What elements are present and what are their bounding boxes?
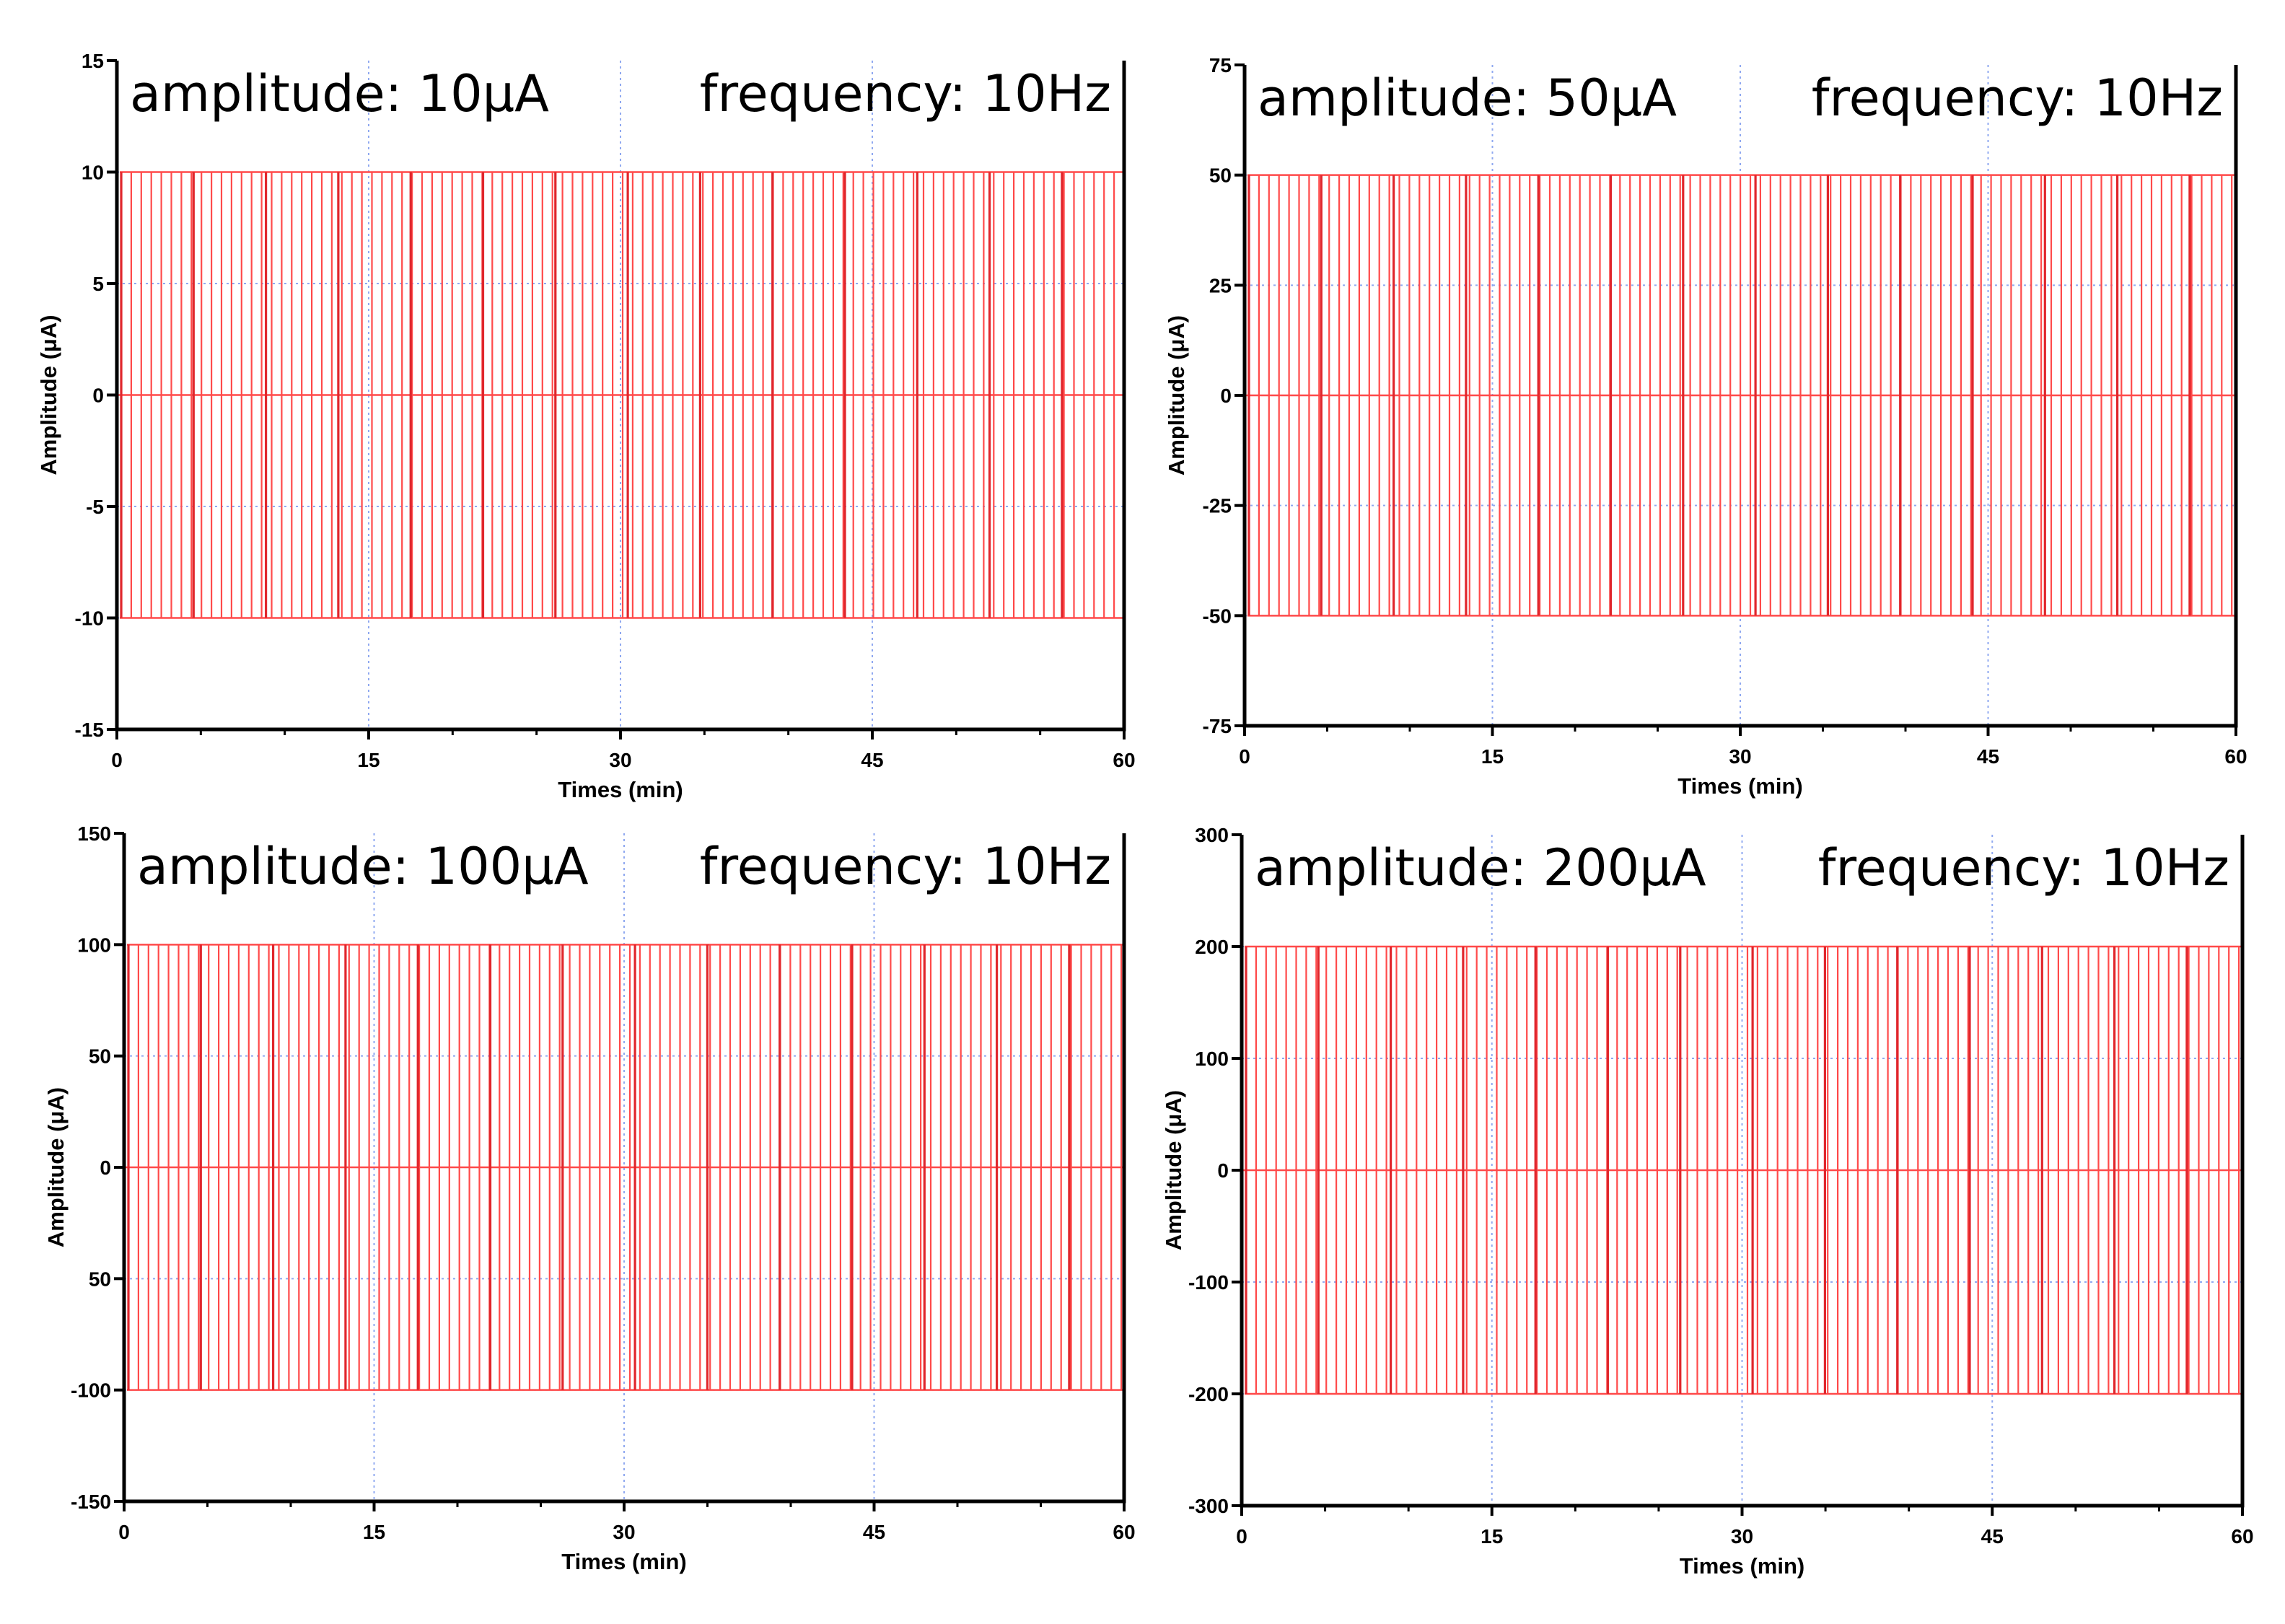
y-tick-label: 0	[92, 385, 104, 407]
chart-svg: 0 15 30 45 60 150 100 50 0 50 -100 -150 Times (min) A…	[43, 822, 1136, 1574]
pulse-lines-dark	[1247, 175, 2191, 616]
x-axis-title: Times (min)	[561, 1549, 686, 1574]
y-tick-label: 200	[1195, 936, 1229, 958]
pulse-series	[1242, 945, 2242, 1395]
x-tick-label: 30	[1731, 1525, 1753, 1548]
x-tick-label: 30	[613, 1521, 635, 1543]
chart-panel-10ua: 0 15 30 45 60 15 10 5 0 -5 -10 -15 Times (min) Amplit…	[0, 0, 1142, 812]
annotations: amplitude: 10μA frequency: 10Hz	[130, 64, 1111, 123]
y-axis-ticks: 15 10 5 0 -5 -10 -15	[75, 50, 117, 741]
y-tick-label: -300	[1188, 1495, 1229, 1517]
pulse-lines-dark	[127, 944, 1071, 1390]
x-axis-ticks: 0 15 30 45 60	[118, 1501, 1136, 1543]
pulse-lines-dark	[120, 172, 1063, 618]
chart-svg: 0 15 30 45 60 15 10 5 0 -5 -10 -15 Times (min) Amplit…	[36, 50, 1136, 802]
y-tick-label: 150	[77, 822, 111, 845]
x-tick-label: 60	[1113, 1521, 1135, 1543]
pulse-series	[117, 171, 1124, 619]
x-tick-label: 45	[863, 1521, 885, 1543]
x-tick-label: 30	[609, 749, 631, 771]
x-tick-label: 15	[357, 749, 380, 771]
x-tick-label: 45	[1981, 1525, 2004, 1548]
y-tick-label: -25	[1203, 495, 1232, 517]
y-tick-label: 50	[89, 1045, 111, 1068]
y-axis-ticks: 75 50 25 0 -25 -50 -75	[1203, 54, 1245, 737]
annotations: amplitude: 50μA frequency: 10Hz	[1258, 69, 2223, 128]
y-tick-label: -50	[1203, 605, 1232, 627]
y-tick-label: -75	[1203, 715, 1232, 737]
chart-panel-100ua: 0 15 30 45 60 150 100 50 0 50 -100 -150 Times (min) A…	[0, 812, 1142, 1624]
y-tick-label: 100	[1195, 1048, 1229, 1070]
y-tick-label: 0	[1220, 385, 1232, 407]
chart-svg: 0 15 30 45 60 75 50 25 0 -25 -50 -75 Times (min) Ampl…	[1164, 54, 2247, 799]
x-axis-title: Times (min)	[558, 777, 683, 802]
y-tick-label: 10	[82, 162, 104, 184]
amplitude-label: amplitude: 200μA	[1255, 838, 1706, 897]
y-axis-title: Amplitude (μA)	[36, 315, 61, 475]
amplitude-label: amplitude: 10μA	[130, 64, 549, 123]
y-axis-ticks: 150 100 50 0 50 -100 -150	[71, 822, 124, 1513]
y-tick-label: -15	[75, 719, 104, 741]
y-tick-label: 0	[1217, 1159, 1229, 1182]
annotations: amplitude: 200μA frequency: 10Hz	[1255, 838, 2229, 897]
pulse-series	[124, 944, 1124, 1391]
frequency-label: frequency: 10Hz	[1818, 838, 2229, 897]
y-tick-label: -5	[86, 496, 104, 518]
x-axis-title: Times (min)	[1680, 1553, 1804, 1579]
y-axis-title: Amplitude (μA)	[1164, 315, 1189, 475]
chart-panel-200ua: 0 15 30 45 60 300 200 100 0 -100 -200 -300 Times (mi…	[1142, 812, 2285, 1624]
pulse-series	[1245, 174, 2236, 617]
y-tick-label: 75	[1209, 54, 1232, 76]
x-tick-label: 0	[1239, 745, 1250, 768]
x-tick-label: 60	[2224, 745, 2247, 768]
x-tick-label: 45	[861, 749, 883, 771]
annotations: amplitude: 100μA frequency: 10Hz	[137, 837, 1111, 896]
x-tick-label: 45	[1977, 745, 1999, 768]
y-tick-label: 15	[82, 50, 104, 72]
x-axis-ticks: 0 15 30 45 60	[1236, 1506, 2254, 1548]
frequency-label: frequency: 10Hz	[1812, 69, 2223, 128]
x-tick-label: 15	[1481, 745, 1504, 768]
chart-svg: 0 15 30 45 60 300 200 100 0 -100 -200 -300 Times (mi…	[1161, 824, 2254, 1579]
y-tick-label: 25	[1209, 274, 1232, 297]
x-tick-label: 0	[111, 749, 123, 771]
y-tick-label: 0	[100, 1156, 111, 1179]
y-axis-ticks: 300 200 100 0 -100 -200 -300	[1188, 824, 1242, 1517]
frequency-label: frequency: 10Hz	[700, 837, 1111, 896]
y-tick-label: -200	[1188, 1383, 1229, 1405]
x-axis-ticks: 0 15 30 45 60	[1239, 726, 2247, 768]
y-tick-label: 50	[89, 1268, 111, 1290]
chart-panel-50ua: 0 15 30 45 60 75 50 25 0 -25 -50 -75 Times (min) Ampl…	[1142, 0, 2285, 812]
y-axis-title: Amplitude (μA)	[43, 1087, 69, 1247]
x-tick-label: 15	[1481, 1525, 1503, 1548]
x-tick-label: 60	[1113, 749, 1135, 771]
amplitude-label: amplitude: 50μA	[1258, 69, 1677, 128]
y-tick-label: -150	[71, 1491, 111, 1513]
x-axis-ticks: 0 15 30 45 60	[111, 729, 1136, 771]
frequency-label: frequency: 10Hz	[700, 64, 1111, 123]
x-tick-label: 0	[1236, 1525, 1247, 1548]
y-tick-label: 50	[1209, 164, 1232, 187]
x-tick-label: 0	[118, 1521, 130, 1543]
amplitude-label: amplitude: 100μA	[137, 837, 589, 896]
y-tick-label: 5	[92, 273, 104, 295]
x-axis-title: Times (min)	[1677, 773, 1802, 799]
y-tick-label: -100	[71, 1379, 111, 1402]
y-tick-label: -100	[1188, 1271, 1229, 1294]
y-tick-label: -10	[75, 607, 104, 630]
y-tick-label: 300	[1195, 824, 1229, 846]
pulse-lines-dark	[1245, 947, 2188, 1394]
y-tick-label: 100	[77, 934, 111, 956]
x-tick-label: 30	[1729, 745, 1751, 768]
x-tick-label: 15	[363, 1521, 385, 1543]
y-axis-title: Amplitude (μA)	[1161, 1090, 1186, 1250]
x-tick-label: 60	[2231, 1525, 2253, 1548]
